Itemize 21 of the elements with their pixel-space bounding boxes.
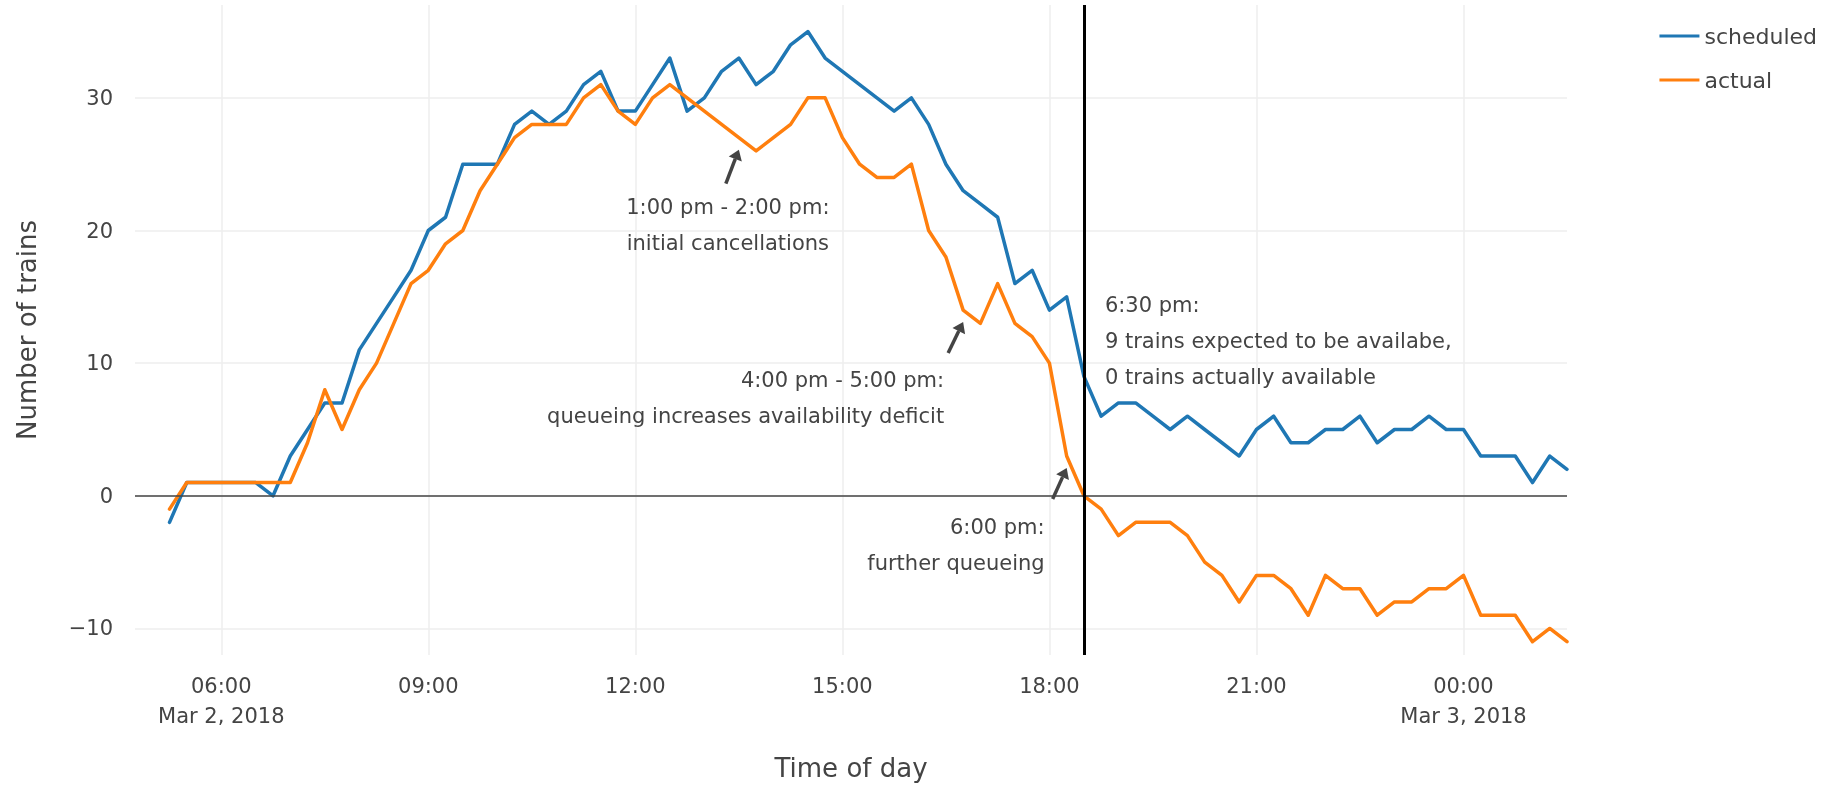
x-tick-label: 09:00 [398, 674, 459, 698]
annotation: 1:00 pm - 2:00 pm: initial cancellations [626, 194, 830, 255]
line-series [167, 82, 1569, 644]
x-tick-label: 21:00 [1226, 674, 1287, 698]
x-tick-label: 12:00 [605, 674, 666, 698]
x-tick-label: 15:00 [812, 674, 873, 698]
annotation: 6:00 pm: further queueing [867, 515, 1045, 576]
y-tick-label: 10 [86, 351, 113, 376]
x-tick-label: 00:00 Mar 3, 2018 [1400, 674, 1527, 728]
annotation: 4:00 pm - 5:00 pm: queueing increases availability deficit [547, 368, 945, 429]
y-tick-label: 30 [86, 85, 113, 110]
x-axis-title: Time of day [773, 753, 928, 783]
y-tick-label: 20 [86, 218, 113, 243]
y-axis-title: Number of trains [12, 219, 42, 441]
x-tick-label: 18:00 [1019, 674, 1080, 698]
legend-label: scheduled [1704, 23, 1818, 49]
x-tick-label: 06:00 Mar 2, 2018 [158, 674, 285, 728]
ref-line-label: 6:30 pm: 9 trains expected to be availabe, 0 trains actually available [1104, 293, 1452, 389]
legend-label: actual [1704, 67, 1773, 93]
y-tick-label: −10 [68, 616, 113, 641]
y-tick-label: 0 [99, 483, 113, 508]
